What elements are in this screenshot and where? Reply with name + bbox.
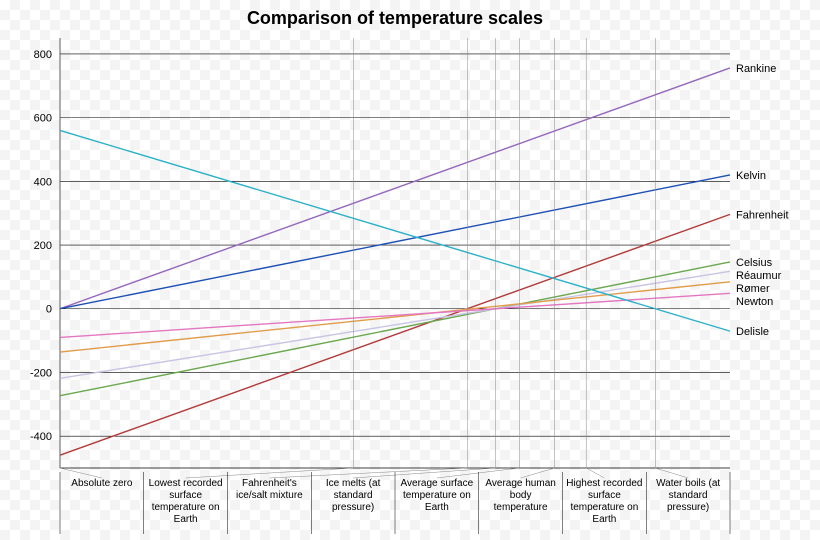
x-guide-lead	[269, 468, 467, 478]
series-line-rankine	[60, 68, 730, 309]
series-label-newton: Newton	[736, 296, 773, 308]
chart-container: Comparison of temperature scales -400 -200…	[0, 0, 820, 540]
x-guide-lead	[60, 468, 102, 478]
series-label-fahrenheit: Fahrenheit	[736, 209, 789, 221]
x-guide-lead	[437, 468, 520, 478]
x-guide-lead	[521, 468, 555, 478]
x-category-label: Average humanbodytemperature	[485, 478, 555, 513]
x-guide-lead	[655, 468, 688, 478]
series-label-rankine: Rankine	[736, 63, 776, 75]
series-line-delisle	[60, 130, 730, 331]
y-tick-label: 800	[34, 49, 52, 61]
series-line-kelvin	[60, 175, 730, 309]
y-tick-label: -200	[30, 367, 52, 379]
x-category-label: Water boils (atstandardpressure)	[656, 478, 720, 513]
series-line-newton	[60, 293, 730, 337]
series-label-rømer: Rømer	[736, 283, 770, 295]
series-line-fahrenheit	[60, 214, 730, 455]
x-guide-lead	[586, 468, 604, 478]
y-tick-label: 600	[34, 113, 52, 125]
series-line-réaumur	[60, 271, 730, 378]
x-guide-lead	[186, 468, 354, 478]
x-category-label: Average surfacetemperature onEarth	[401, 478, 474, 513]
y-tick-label: -400	[30, 431, 52, 443]
chart-title: Comparison of temperature scales	[247, 8, 543, 28]
x-category-label: Absolute zero	[71, 478, 133, 489]
y-tick-label: 200	[34, 240, 52, 252]
x-category-label: Ice melts (atstandardpressure)	[326, 478, 381, 513]
x-category-label: Lowest recordedsurfacetemperature onEart…	[149, 478, 223, 525]
series-line-celsius	[60, 262, 730, 396]
series-line-rømer	[60, 282, 730, 352]
series-label-celsius: Celsius	[736, 257, 773, 269]
chart-svg: Comparison of temperature scales -400 -200…	[0, 0, 820, 540]
series-label-delisle: Delisle	[736, 326, 769, 338]
x-guide-lead	[353, 468, 496, 478]
x-category-label: Fahrenheit'sice/salt mixture	[236, 478, 303, 501]
series-label-réaumur: Réaumur	[736, 270, 782, 282]
y-tick-label: 0	[46, 304, 52, 316]
series-label-kelvin: Kelvin	[736, 170, 766, 182]
y-tick-label: 400	[34, 176, 52, 188]
x-category-label: Highest recordedsurfacetemperature onEar…	[566, 478, 642, 525]
